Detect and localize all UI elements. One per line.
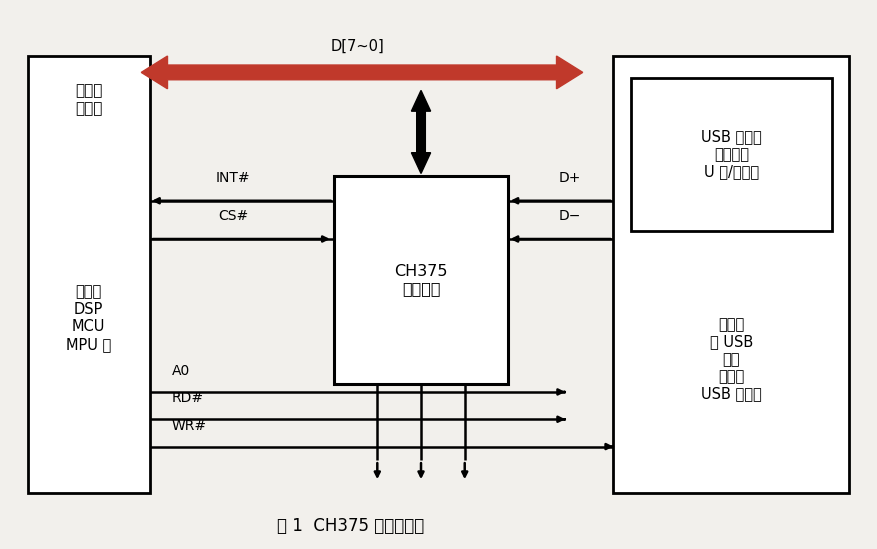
Text: 计算机
或 USB
设备
例如：
USB 打印机: 计算机 或 USB 设备 例如： USB 打印机	[701, 317, 762, 401]
Bar	[27, 56, 150, 493]
Text: CS#: CS#	[217, 209, 248, 223]
Bar	[333, 176, 509, 384]
Text: USB 闪存盘
外置硬盘
U 盘/闪盘等: USB 闪存盘 外置硬盘 U 盘/闪盘等	[701, 130, 762, 179]
Text: D[7~0]: D[7~0]	[331, 39, 384, 54]
Text: D+: D+	[559, 171, 581, 185]
Text: WR#: WR#	[172, 419, 207, 433]
Polygon shape	[141, 56, 582, 89]
Text: D−: D−	[559, 209, 581, 223]
Text: 单片机
DSP
MCU
MPU 等: 单片机 DSP MCU MPU 等	[66, 284, 111, 352]
Text: A0: A0	[172, 364, 190, 378]
Bar	[613, 56, 850, 493]
Text: RD#: RD#	[172, 391, 204, 406]
Text: INT#: INT#	[216, 171, 250, 185]
Text: 本地端
控制器: 本地端 控制器	[75, 83, 103, 116]
Text: 图 1  CH375 的接口框图: 图 1 CH375 的接口框图	[277, 517, 424, 535]
Bar	[631, 78, 832, 231]
Text: CH375
接口芯片: CH375 接口芯片	[395, 264, 448, 296]
Polygon shape	[411, 91, 431, 173]
